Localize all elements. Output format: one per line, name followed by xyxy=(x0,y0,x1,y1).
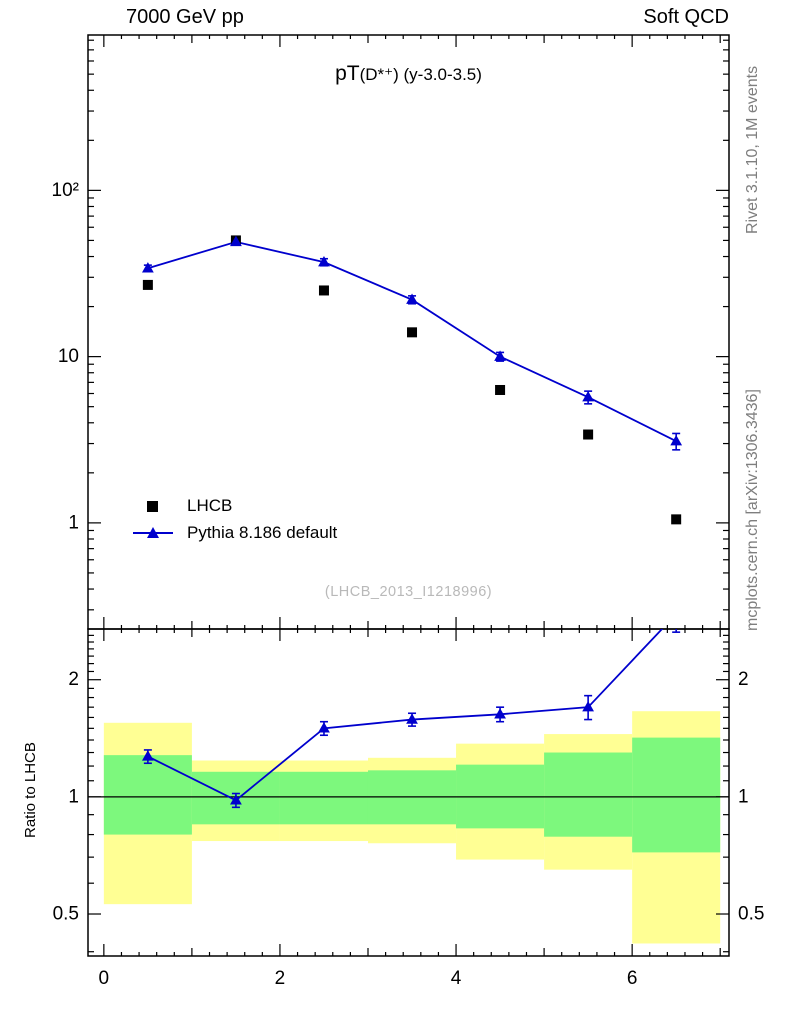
ratio-data-point xyxy=(406,713,418,724)
x-tick-label: 2 xyxy=(275,968,286,989)
pythia-line xyxy=(147,240,677,442)
lhcb-data-point xyxy=(407,327,418,338)
ratio-y-tick-label-left: 0.5 xyxy=(53,904,79,925)
pythia-data-point xyxy=(494,350,506,361)
pythia-line-triangle-marker-icon xyxy=(133,525,173,541)
legend-item-pythia: Pythia 8.186 default xyxy=(133,519,337,546)
ratio-data-point xyxy=(582,700,595,712)
ratio-axis-title: Ratio to LHCB xyxy=(22,742,39,838)
ratio-y-tick-label-right: 2 xyxy=(738,669,749,690)
legend: LHCB Pythia 8.186 default xyxy=(133,492,337,546)
lhcb-data-point xyxy=(318,285,329,296)
legend-label-pythia: Pythia 8.186 default xyxy=(187,522,338,542)
uncertainty-band-green xyxy=(544,752,633,837)
lhcb-data-point xyxy=(142,279,153,290)
axis-tick-labels: 0 2 4 6 1 10 10² 0.5 0.5 1 1 2 2 xyxy=(52,180,765,989)
plot-title-observable: pT xyxy=(335,62,360,85)
ratio-y-tick-label-right: 1 xyxy=(738,786,749,807)
plot-title-detail: (D*⁺) (y-3.0-3.5) xyxy=(359,65,482,84)
ratio-y-tick-label-right: 0.5 xyxy=(738,904,764,925)
main-y-tick-label: 10 xyxy=(58,346,79,367)
main-y-tick-label: 1 xyxy=(68,512,79,533)
pythia-data-point xyxy=(582,391,595,402)
ratio-y-tick-label-left: 2 xyxy=(68,669,79,690)
ratio-series xyxy=(141,608,682,809)
uncertainty-band-green xyxy=(632,737,721,853)
ratio-uncertainty-bands xyxy=(103,711,721,944)
legend-item-lhcb: LHCB xyxy=(133,492,337,519)
ratio-data-point xyxy=(318,722,330,733)
x-tick-label: 6 xyxy=(627,968,638,989)
ratio-data-point xyxy=(670,608,682,618)
ratio-y-tick-label-left: 1 xyxy=(68,786,79,807)
pythia-data-point xyxy=(230,235,242,247)
beam-energy-label: 7000 GeV pp xyxy=(126,6,244,28)
legend-label-lhcb: LHCB xyxy=(187,495,233,515)
process-group-label: Soft QCD xyxy=(643,6,729,28)
main-panel-series xyxy=(141,235,683,525)
lhcb-data-point xyxy=(671,514,682,525)
main-y-tick-label: 10² xyxy=(52,180,79,201)
ratio-data-point xyxy=(230,794,242,805)
analysis-id-watermark: (LHCB_2013_I1218996) xyxy=(324,584,493,600)
uncertainty-band-green xyxy=(279,771,368,825)
ratio-panel-frame xyxy=(87,628,730,957)
ratio-data-point xyxy=(141,750,154,761)
pythia-data-point xyxy=(406,293,418,304)
pythia-data-point xyxy=(141,262,154,273)
uncertainty-band-green xyxy=(103,755,192,835)
lhcb-data-point xyxy=(495,384,506,395)
pythia-data-point xyxy=(670,434,683,446)
ratio-data-point xyxy=(494,708,506,719)
x-tick-label: 0 xyxy=(99,968,110,989)
x-tick-label: 4 xyxy=(451,968,462,989)
rivet-version-label: Rivet 3.1.10, 1M events xyxy=(744,65,761,234)
mcplots-attribution-label: mcplots.cern.ch [arXiv:1306.3436] xyxy=(744,389,761,631)
pythia-data-point xyxy=(318,255,330,267)
plot-title: pT(D*⁺) (y-3.0-3.5) xyxy=(88,62,729,86)
lhcb-data-point xyxy=(583,429,594,440)
lhcb-square-marker-icon xyxy=(133,498,173,514)
